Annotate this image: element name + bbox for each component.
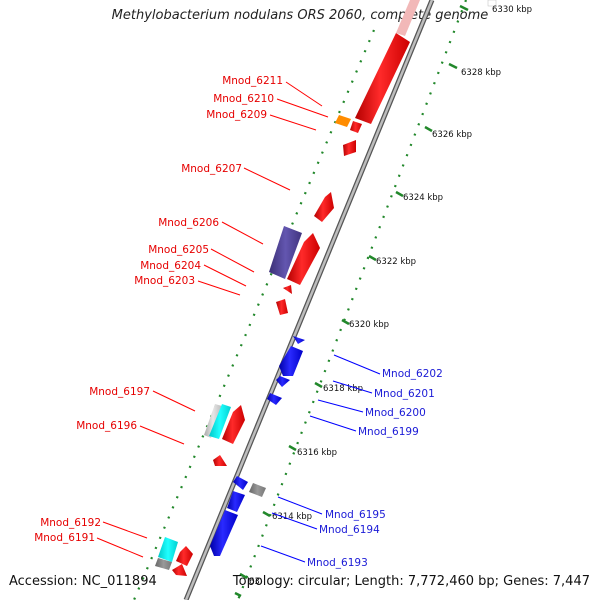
gene-forward[interactable] [343,140,356,156]
gene-label[interactable]: Mnod_6202 [382,368,443,380]
gene-forward[interactable] [172,564,187,576]
kbp-labels: 6330 kbp 6328 kbp 6326 kbp 6324 kbp 6322… [249,5,532,587]
gene-forward[interactable] [396,0,420,36]
gene-forward[interactable] [283,285,292,294]
gene-pseudo[interactable] [335,115,351,127]
kbp-label: 6320 kbp [349,320,389,330]
gene-forward[interactable] [213,455,227,466]
inner-tick-ring [132,29,376,600]
gene-rna[interactable] [209,404,231,439]
kbp-label: 63 [249,577,260,587]
gene-other[interactable] [155,558,172,570]
gene-large[interactable] [269,226,302,279]
left-gene-labels: Mnod_6211 Mnod_6210 Mnod_6209 Mnod_6207 … [34,75,283,544]
gene-label[interactable]: Mnod_6191 [34,532,95,544]
kbp-label: 6318 kbp [323,384,363,394]
gene-forward[interactable] [276,299,288,315]
kbp-label: 6324 kbp [403,193,443,203]
kbp-label: 6322 kbp [376,257,416,267]
gene-forward[interactable] [314,192,334,222]
gene-forward[interactable] [222,405,245,444]
gene-label[interactable]: Mnod_6193 [307,557,368,569]
topology-label: Topology: circular; Length: 7,772,460 bp… [232,574,590,589]
gene-label[interactable]: Mnod_6209 [206,109,267,121]
gene-forward[interactable] [176,546,193,566]
gene-label[interactable]: Mnod_6204 [140,260,201,272]
gene-label[interactable]: Mnod_6206 [158,217,219,229]
accession-label: Accession: NC_011894 [9,574,157,589]
gene-reverse[interactable] [233,476,248,490]
gene-label[interactable]: Mnod_6203 [134,275,195,287]
top-marker [487,0,497,7]
gene-label[interactable]: Mnod_6210 [213,93,274,105]
left-leaders [96,81,329,558]
gene-label[interactable]: Mnod_6194 [319,524,380,536]
forward-genes [172,0,420,576]
gene-label[interactable]: Mnod_6201 [374,388,435,400]
right-gene-labels: Mnod_6202 Mnod_6201 Mnod_6200 Mnod_6199 … [307,368,443,569]
gene-label[interactable]: Mnod_6196 [76,420,137,432]
gene-reverse[interactable] [210,510,238,556]
kbp-label: 6328 kbp [461,68,501,78]
gene-label[interactable]: Mnod_6195 [325,509,386,521]
kbp-label: 6326 kbp [432,130,472,140]
kbp-label: 6316 kbp [297,448,337,458]
reverse-genes [210,336,305,556]
gene-forward[interactable] [287,233,320,285]
map-title: Methylobacterium nodulans ORS 2060, comp… [111,8,489,23]
other-genes [155,115,351,570]
gene-reverse[interactable] [267,393,282,405]
gene-label[interactable]: Mnod_6207 [181,163,242,175]
gene-label[interactable]: Mnod_6192 [40,517,101,529]
gene-other[interactable] [204,404,222,438]
gene-label[interactable]: Mnod_6199 [358,426,419,438]
gene-label[interactable]: Mnod_6200 [365,407,426,419]
kbp-label: 6330 kbp [492,5,532,15]
kbp-label: 6314 kbp [272,512,312,522]
gene-forward[interactable] [350,121,362,133]
kbp-ruler [234,4,469,598]
gene-other[interactable] [249,483,266,497]
gene-rna[interactable] [158,537,178,562]
gene-forward[interactable] [355,33,410,124]
outer-tick-ring [236,0,468,600]
gene-label[interactable]: Mnod_6197 [89,386,150,398]
gene-reverse[interactable] [279,346,303,376]
gene-reverse[interactable] [293,336,305,344]
gene-reverse[interactable] [227,491,245,512]
gene-reverse[interactable] [276,376,290,387]
backbone [183,0,435,600]
gene-label[interactable]: Mnod_6205 [148,244,209,256]
gene-label[interactable]: Mnod_6211 [222,75,283,87]
right-leaders [260,354,381,563]
